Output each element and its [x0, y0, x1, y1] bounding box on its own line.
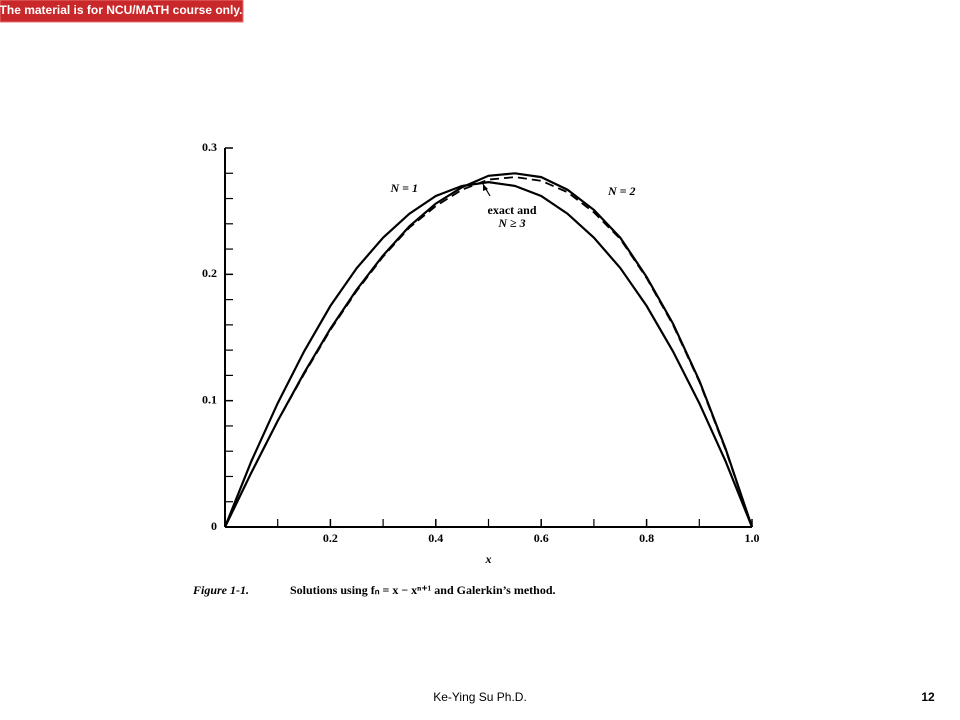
- banner-box: [0, 0, 244, 23]
- x-tick-label: 1.0: [745, 531, 760, 545]
- annotation: exact and: [488, 203, 537, 217]
- x-tick-label: 0.6: [534, 531, 549, 545]
- caption-text: Solutions using fₙ = x − xⁿ⁺¹ and Galerk…: [290, 583, 556, 597]
- series-line: [224, 176, 753, 528]
- annotation: N = 1: [389, 181, 418, 195]
- annotation: N = 2: [607, 184, 636, 198]
- y-tick-label: 0.3: [202, 140, 217, 154]
- y-tick-label: 0: [211, 519, 217, 533]
- caption-label: Figure 1-1.: [192, 583, 249, 597]
- banner: The material is for NCU/MATH course only…: [0, 3, 242, 17]
- y-tick-label: 0.2: [202, 266, 217, 280]
- y-tick-label: 0.1: [202, 392, 217, 406]
- footer-author: Ke-Ying Su Ph.D.: [433, 690, 527, 704]
- page-number: 12: [921, 690, 935, 704]
- x-tick-label: 0.8: [639, 531, 654, 545]
- arrow-head: [483, 184, 488, 191]
- x-tick-label: 0.2: [323, 531, 338, 545]
- series-line: [223, 180, 754, 528]
- x-axis-label: x: [485, 552, 492, 566]
- annotation: N ≥ 3: [497, 216, 525, 230]
- x-tick-label: 0.4: [428, 531, 443, 545]
